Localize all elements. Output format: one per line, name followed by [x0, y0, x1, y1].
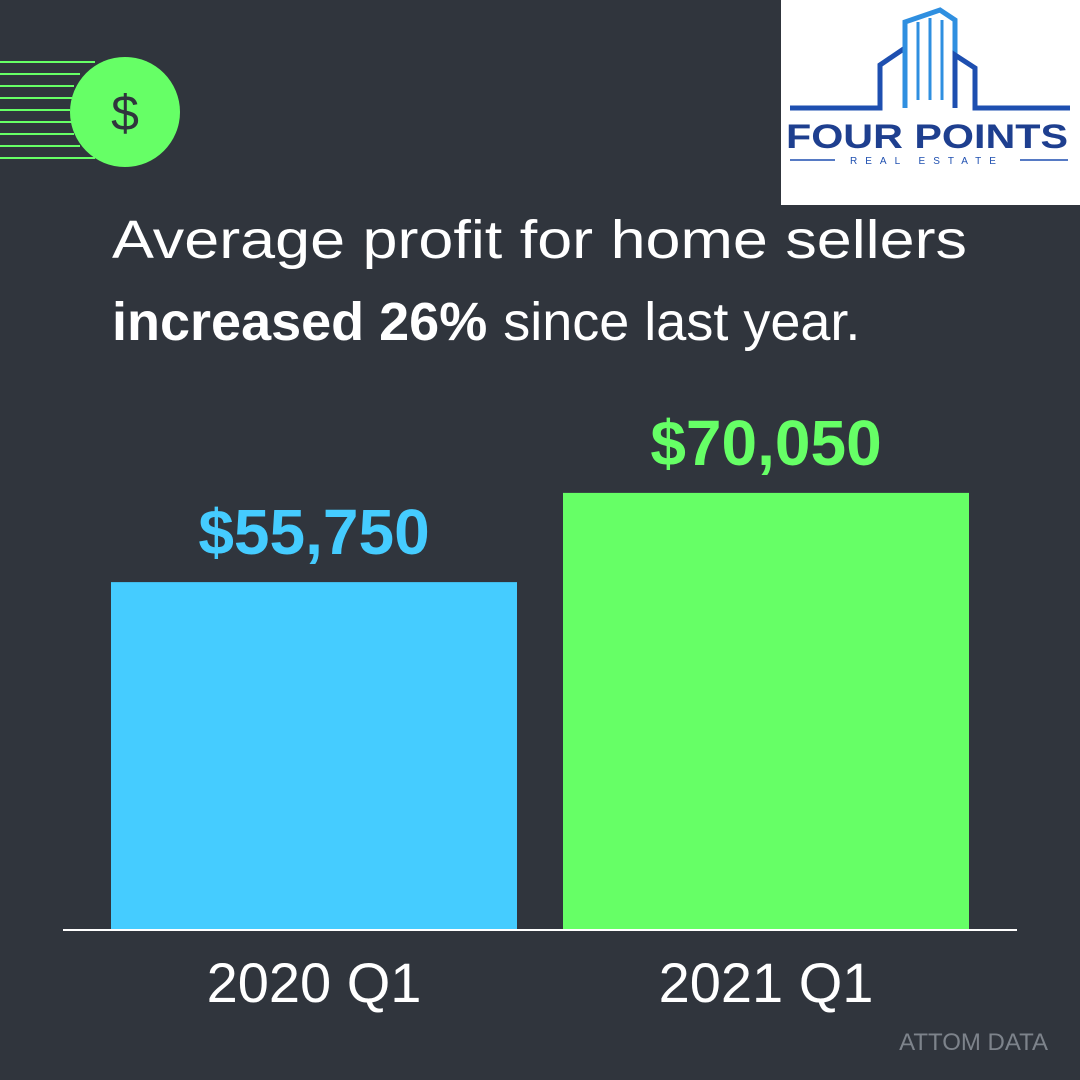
- logo-tagline: REAL ESTATE: [850, 156, 1004, 167]
- source: ATTOM DATA: [899, 1029, 1048, 1056]
- dollar-icon: [0, 61, 95, 159]
- bar: [111, 582, 517, 930]
- bar: [563, 492, 969, 930]
- icon-symbol: $: [111, 85, 139, 141]
- x-tick-label: 2021 Q1: [659, 951, 874, 1014]
- value-label: $70,050: [650, 407, 881, 479]
- logo-building: [902, 7, 958, 108]
- plot: $55,750 2020 Q1 $70,050 2021 Q1: [111, 407, 969, 1014]
- value-label: $55,750: [198, 496, 429, 568]
- title-rest: since last year.: [503, 292, 860, 352]
- logo-building: [952, 50, 1070, 111]
- icon-circle: [70, 57, 180, 167]
- logo: FOUR POINTS REAL ESTATE: [781, 0, 1080, 205]
- logo-building: [916, 18, 944, 100]
- x-tick-label: 2020 Q1: [207, 951, 422, 1014]
- title-emphasis: increased 26%: [112, 292, 487, 352]
- chart-title: Average profit for home sellers: [112, 210, 967, 270]
- logo-name: FOUR POINTS: [786, 118, 1068, 156]
